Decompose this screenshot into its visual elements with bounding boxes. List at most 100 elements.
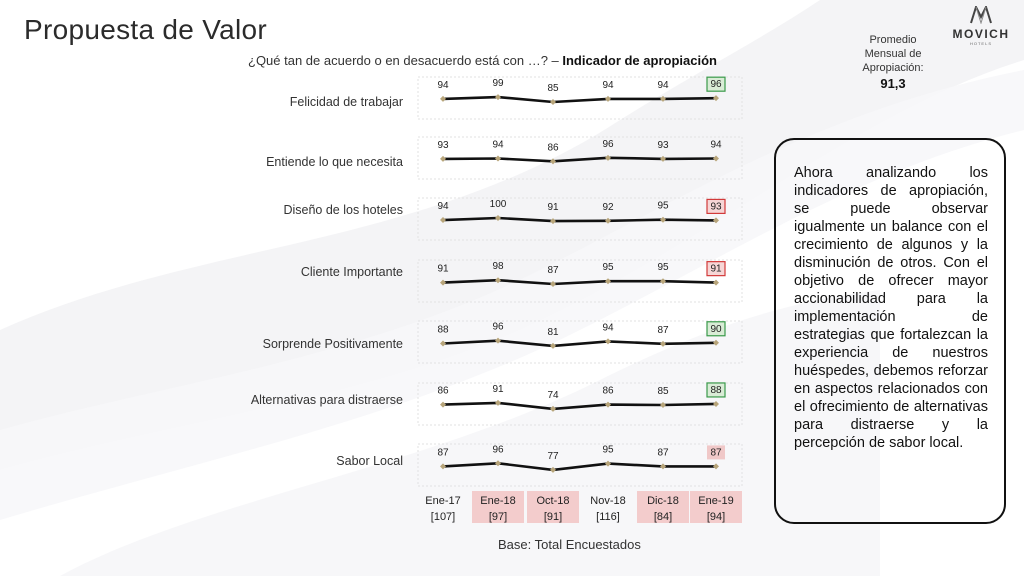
series-label: Sorprende Positivamente bbox=[263, 337, 403, 351]
x-highlight-cell bbox=[472, 491, 524, 523]
x-tick-label: Oct-18 bbox=[536, 495, 569, 507]
value-highlight-box bbox=[707, 445, 725, 460]
data-label: 94 bbox=[492, 140, 504, 151]
data-label: 95 bbox=[657, 262, 669, 273]
data-label: 87 bbox=[657, 325, 669, 336]
data-point bbox=[605, 401, 611, 408]
data-point bbox=[660, 340, 666, 347]
data-label: 93 bbox=[710, 201, 722, 212]
sample-size-label: [94] bbox=[707, 511, 725, 523]
row-frame bbox=[417, 259, 743, 303]
data-point bbox=[495, 460, 501, 467]
data-label: 100 bbox=[490, 199, 507, 210]
data-point bbox=[713, 400, 719, 407]
value-highlight-box bbox=[706, 261, 726, 277]
data-point bbox=[440, 279, 446, 286]
data-point bbox=[713, 155, 719, 162]
data-label: 87 bbox=[437, 447, 449, 458]
row-frame bbox=[417, 320, 743, 364]
sample-size-label: [107] bbox=[431, 511, 455, 523]
average-label-3: Apropiación: bbox=[862, 62, 924, 74]
average-box: Promedio Mensual de Apropiación: 91,3 bbox=[846, 33, 940, 91]
series-line bbox=[442, 401, 717, 411]
data-point bbox=[550, 405, 556, 412]
series-label: Entiende lo que necesita bbox=[266, 155, 403, 169]
data-label: 94 bbox=[437, 80, 449, 91]
data-point bbox=[713, 463, 719, 470]
value-highlight-box bbox=[706, 76, 726, 92]
series-line bbox=[442, 278, 717, 286]
value-highlight-box bbox=[706, 382, 726, 398]
data-point bbox=[660, 216, 666, 223]
data-point bbox=[495, 277, 501, 284]
data-point bbox=[495, 155, 501, 162]
x-tick-label: Ene-18 bbox=[480, 495, 515, 507]
data-point bbox=[713, 339, 719, 346]
data-point bbox=[495, 214, 501, 221]
chart-question: ¿Qué tan de acuerdo o en desacuerdo está… bbox=[248, 53, 717, 68]
data-label: 85 bbox=[657, 386, 669, 397]
data-label: 87 bbox=[547, 265, 559, 276]
data-label: 85 bbox=[547, 83, 559, 94]
data-point bbox=[605, 95, 611, 102]
row-frame bbox=[417, 382, 743, 426]
series-line bbox=[442, 339, 717, 348]
x-highlight-cell bbox=[527, 491, 579, 523]
data-label: 99 bbox=[492, 78, 504, 89]
movich-m-icon bbox=[970, 4, 992, 25]
data-label: 91 bbox=[492, 384, 504, 395]
value-highlight-box bbox=[706, 321, 726, 337]
question-indicator: Indicador de apropiación bbox=[562, 53, 717, 68]
data-label: 87 bbox=[657, 447, 669, 458]
data-label: 90 bbox=[710, 324, 722, 335]
data-point bbox=[713, 95, 719, 102]
data-label: 91 bbox=[547, 202, 559, 213]
data-label: 81 bbox=[547, 327, 559, 338]
data-label: 93 bbox=[657, 140, 669, 151]
row-frame bbox=[417, 197, 743, 241]
average-label-2: Mensual de bbox=[864, 48, 922, 60]
x-highlight-cell bbox=[690, 491, 742, 523]
data-label: 91 bbox=[437, 264, 449, 275]
data-point bbox=[495, 94, 501, 101]
data-point bbox=[440, 95, 446, 102]
data-label: 87 bbox=[710, 447, 722, 458]
row-frame bbox=[417, 136, 743, 180]
series-line bbox=[442, 95, 717, 104]
data-point bbox=[440, 463, 446, 470]
sample-size-label: [91] bbox=[544, 511, 562, 523]
commentary-box: Ahora analizando los indicadores de apro… bbox=[774, 138, 1006, 524]
data-label: 93 bbox=[437, 140, 449, 151]
row-frame bbox=[417, 443, 743, 487]
data-point bbox=[713, 217, 719, 224]
data-point bbox=[440, 217, 446, 224]
data-point bbox=[660, 463, 666, 470]
sample-size-label: [84] bbox=[654, 511, 672, 523]
data-label: 88 bbox=[437, 324, 449, 335]
data-label: 94 bbox=[602, 322, 614, 333]
data-label: 96 bbox=[602, 139, 614, 150]
data-point bbox=[605, 338, 611, 345]
data-point bbox=[550, 466, 556, 473]
data-label: 95 bbox=[657, 201, 669, 212]
series-label: Sabor Local bbox=[336, 454, 403, 468]
average-value: 91,3 bbox=[880, 76, 906, 91]
data-label: 77 bbox=[547, 451, 559, 462]
data-label: 94 bbox=[657, 80, 669, 91]
sample-size-label: [116] bbox=[596, 511, 620, 523]
data-label: 86 bbox=[547, 142, 559, 153]
sample-size-label: [97] bbox=[489, 511, 507, 523]
data-point bbox=[605, 278, 611, 285]
series-label: Diseño de los hoteles bbox=[283, 203, 403, 217]
data-point bbox=[440, 401, 446, 408]
brand-logo: MOVICH HOTELS bbox=[944, 4, 1018, 46]
data-point bbox=[440, 155, 446, 162]
data-label: 96 bbox=[492, 322, 504, 333]
brand-name: MOVICH bbox=[952, 27, 1010, 41]
data-label: 91 bbox=[710, 264, 722, 275]
data-label: 94 bbox=[602, 80, 614, 91]
data-point bbox=[550, 99, 556, 106]
series-label: Felicidad de trabajar bbox=[290, 95, 403, 109]
x-tick-label: Nov-18 bbox=[590, 495, 625, 507]
